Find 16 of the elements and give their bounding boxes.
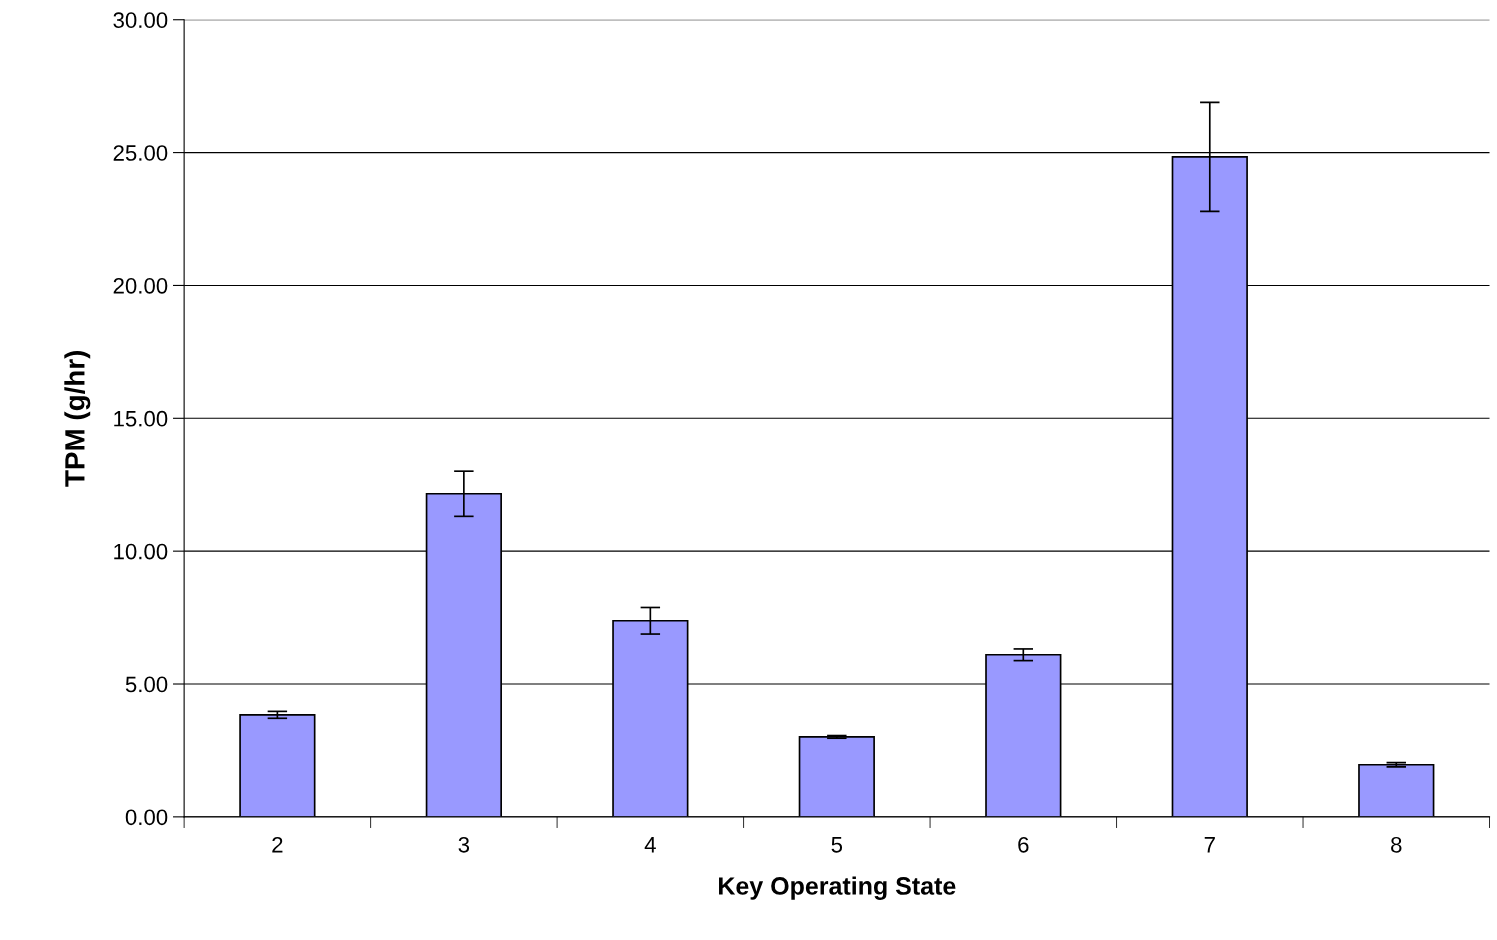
x-tick-label: 2 [272,836,283,853]
x-tick-label: 6 [1018,836,1029,853]
x-tick-label: 8 [1391,836,1402,853]
y-axis-title: TPM (g/hr) [64,351,91,487]
y-tick-label: 5.00 [125,676,168,693]
x-tick-label: 5 [831,837,843,853]
x-tick-label: 4 [644,837,656,853]
y-tick-label: 15.00 [114,410,168,427]
y-tick-label: 10.00 [114,543,168,560]
x-tick-label: 7 [1204,837,1215,853]
y-tick-label: 25.00 [113,145,168,161]
x-tick-label: 3 [458,836,470,853]
y-tick-label: 30.00 [113,12,168,29]
y-tick-label: 0.00 [125,809,168,826]
x-axis-title: Key Operating State [719,876,956,900]
y-tick-label: 20.00 [113,277,168,294]
